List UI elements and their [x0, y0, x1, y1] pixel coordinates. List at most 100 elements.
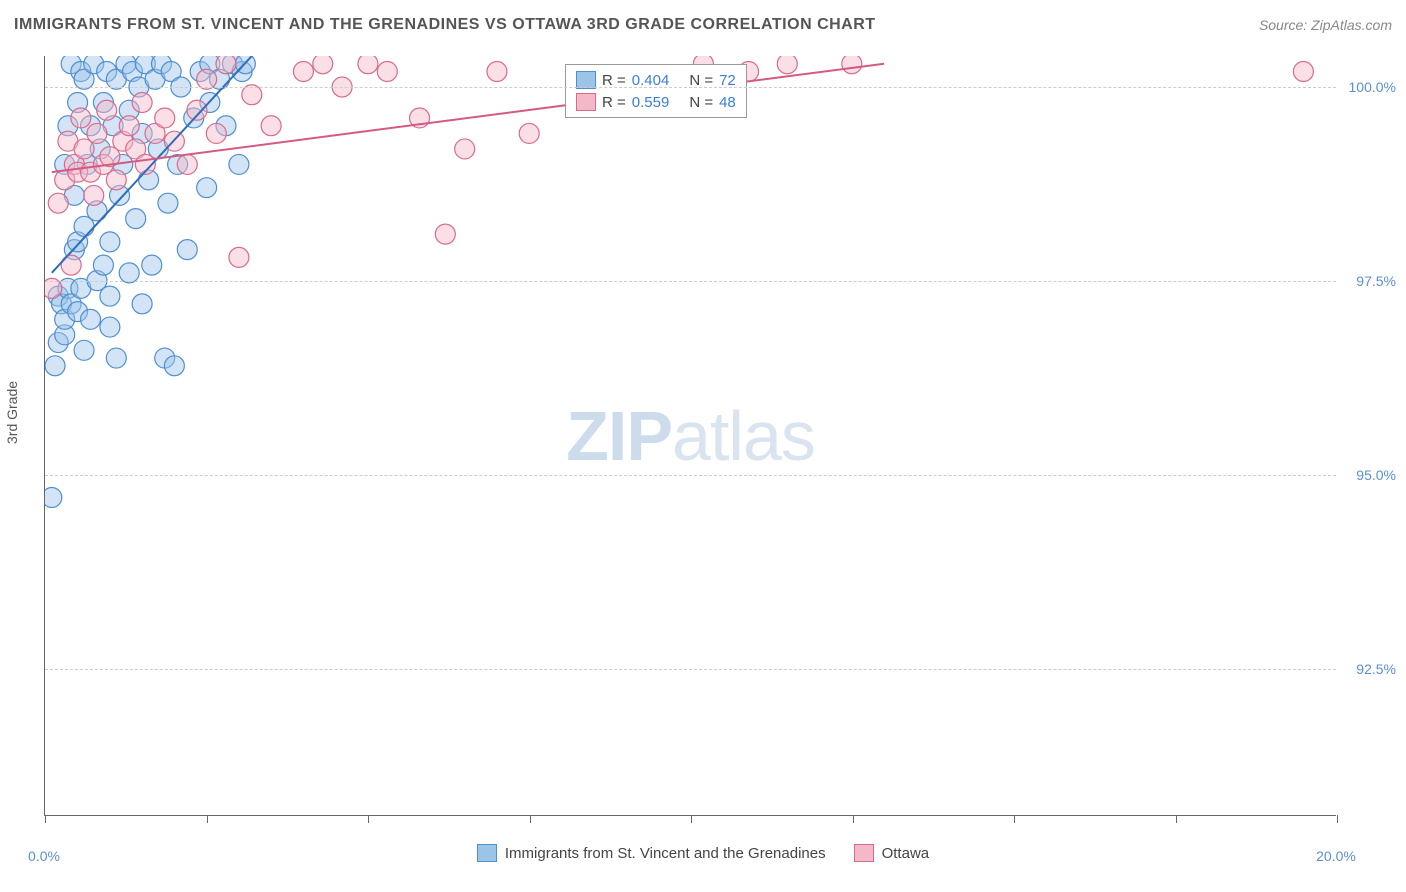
data-point [103, 116, 123, 136]
data-point [48, 193, 68, 213]
r-value: 0.559 [632, 94, 670, 111]
data-point [68, 302, 88, 322]
r-label: R = [602, 94, 626, 111]
data-point [206, 123, 226, 143]
data-point [222, 56, 242, 74]
data-point [151, 56, 171, 74]
data-point [77, 154, 97, 174]
data-point [119, 263, 139, 283]
data-point [119, 100, 139, 120]
data-point [97, 62, 117, 82]
watermark-atlas: atlas [672, 397, 815, 475]
data-point [68, 232, 88, 252]
gridline [45, 87, 1336, 88]
data-point [358, 56, 378, 74]
data-point [45, 356, 65, 376]
data-point [64, 240, 84, 260]
data-point [61, 255, 81, 275]
data-point [61, 56, 81, 74]
data-point [126, 209, 146, 229]
n-value: 72 [719, 72, 736, 89]
data-point [87, 123, 107, 143]
data-point [68, 162, 88, 182]
data-point [55, 309, 75, 329]
data-point [55, 170, 75, 190]
y-axis-label: 3rd Grade [4, 381, 20, 444]
trend-line [52, 64, 884, 172]
data-point [64, 154, 84, 174]
legend-label: Ottawa [882, 845, 930, 862]
x-tick [530, 815, 531, 823]
data-point [110, 185, 130, 205]
data-point [261, 116, 281, 136]
data-point [161, 62, 181, 82]
r-value: 0.404 [632, 72, 670, 89]
data-point [155, 108, 175, 128]
data-point [293, 62, 313, 82]
title-bar: IMMIGRANTS FROM ST. VINCENT AND THE GREN… [14, 16, 1392, 34]
data-point [190, 62, 210, 82]
data-point [122, 62, 142, 82]
data-point [184, 108, 204, 128]
data-point [235, 56, 255, 74]
data-point [113, 131, 133, 151]
data-point [61, 294, 81, 314]
data-point [126, 139, 146, 159]
data-point [97, 100, 117, 120]
data-point [519, 123, 539, 143]
data-point [132, 123, 152, 143]
swatch-icon [576, 93, 596, 111]
x-tick-label-min: 0.0% [28, 848, 60, 864]
data-point [177, 154, 197, 174]
x-tick [691, 815, 692, 823]
data-point [455, 139, 475, 159]
data-point [106, 348, 126, 368]
data-point [58, 131, 78, 151]
data-point [74, 139, 94, 159]
y-tick-label: 97.5% [1341, 273, 1396, 289]
data-point [81, 116, 101, 136]
gridline [45, 475, 1336, 476]
data-point [229, 247, 249, 267]
data-point [435, 224, 455, 244]
watermark-zip: ZIP [566, 397, 672, 475]
x-tick [207, 815, 208, 823]
gridline [45, 281, 1336, 282]
series-legend: Immigrants from St. Vincent and the Gren… [0, 844, 1406, 862]
data-point [145, 123, 165, 143]
data-point [132, 92, 152, 112]
legend-item: Ottawa [854, 844, 930, 862]
data-point [116, 56, 136, 74]
data-point [58, 116, 78, 136]
n-label: N = [689, 72, 713, 89]
legend-label: Immigrants from St. Vincent and the Gren… [505, 845, 826, 862]
data-point [84, 185, 104, 205]
data-point [132, 294, 152, 314]
data-point [1293, 62, 1313, 82]
y-tick-label: 92.5% [1341, 661, 1396, 677]
data-point [100, 317, 120, 337]
data-point [81, 162, 101, 182]
legend-row: R = 0.559 N = 48 [576, 91, 736, 113]
data-point [90, 139, 110, 159]
data-point [168, 154, 188, 174]
data-point [158, 193, 178, 213]
y-tick-label: 100.0% [1341, 79, 1396, 95]
data-point [410, 108, 430, 128]
data-point [216, 56, 236, 74]
data-point [135, 154, 155, 174]
data-point [48, 333, 68, 353]
data-point [229, 154, 249, 174]
x-tick-label-max: 20.0% [1316, 848, 1356, 864]
chart-title: IMMIGRANTS FROM ST. VINCENT AND THE GREN… [14, 16, 876, 34]
data-point [93, 154, 113, 174]
legend-item: Immigrants from St. Vincent and the Gren… [477, 844, 826, 862]
data-point [84, 56, 104, 74]
data-point [74, 340, 94, 360]
data-point [119, 116, 139, 136]
source-label: Source: ZipAtlas.com [1259, 17, 1392, 33]
data-point [842, 56, 862, 74]
y-tick-label: 95.0% [1341, 467, 1396, 483]
data-point [139, 170, 159, 190]
gridline [45, 669, 1336, 670]
